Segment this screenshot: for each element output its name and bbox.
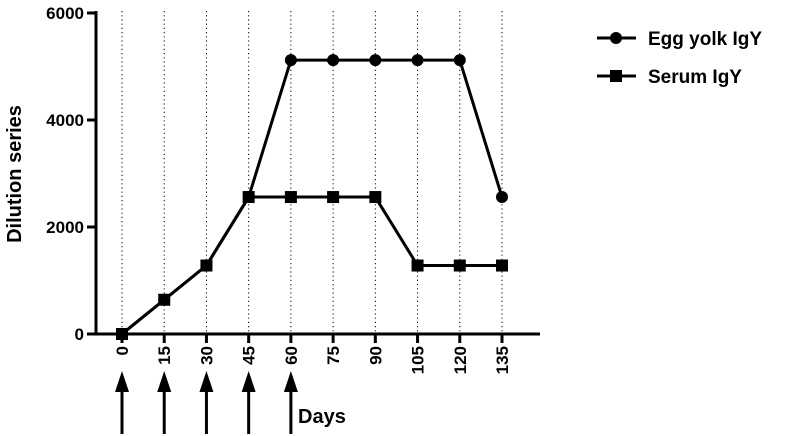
immunization-arrows [115, 371, 298, 434]
data-point [369, 54, 382, 67]
y-tick-label: 6000 [46, 4, 84, 23]
data-point [496, 259, 508, 272]
data-point [284, 54, 297, 67]
axes [94, 11, 540, 336]
legend-label: Egg yolk IgY [648, 29, 762, 50]
y-tick-label: 0 [75, 325, 84, 344]
data-point [411, 259, 424, 272]
immunization-arrow [199, 371, 214, 434]
series-line [121, 195, 502, 336]
x-tick-label: 45 [240, 346, 259, 365]
legend-marker [610, 32, 622, 44]
y-axis-title: Dilution series [4, 105, 26, 243]
immunization-arrow [115, 371, 129, 434]
legend: Egg yolk IgY Serum IgY [597, 29, 762, 88]
immunization-arrow [241, 371, 256, 434]
legend-label: Serum IgY [648, 67, 742, 88]
y-tick-label: 4000 [46, 111, 84, 130]
x-tick-label: 105 [409, 346, 428, 374]
legend-marker [610, 70, 622, 82]
series-serum-igy [116, 191, 508, 340]
data-point [411, 54, 424, 67]
x-tick-label: 60 [282, 346, 301, 365]
data-point [453, 54, 466, 67]
x-tick-label: 0 [113, 346, 132, 355]
x-tick-label: 75 [324, 346, 343, 365]
x-ticks: 0 15 30 45 60 75 90 105 120 135 [113, 334, 512, 374]
immunization-arrow [157, 371, 172, 434]
data-point [284, 191, 297, 204]
data-point [496, 191, 508, 204]
x-axis-title: Days [298, 406, 346, 428]
data-point [242, 191, 255, 204]
data-point [158, 293, 171, 306]
x-tick-label: 120 [451, 346, 470, 374]
data-point [369, 191, 382, 204]
x-tick-label: 90 [366, 346, 385, 365]
data-point [327, 191, 340, 204]
y-ticks: 0 2000 4000 6000 [46, 4, 96, 344]
legend-item: Serum IgY [597, 67, 742, 88]
y-tick-label: 2000 [46, 218, 84, 237]
x-tick-label: 135 [493, 346, 512, 374]
data-point [327, 54, 340, 67]
data-point [453, 259, 466, 272]
vertical-gridlines [121, 11, 503, 334]
data-point [200, 259, 213, 272]
x-tick-label: 15 [155, 346, 174, 365]
immunization-arrow [283, 371, 298, 434]
x-tick-label: 30 [197, 346, 216, 365]
series-group [116, 54, 508, 340]
legend-item: Egg yolk IgY [597, 29, 762, 50]
